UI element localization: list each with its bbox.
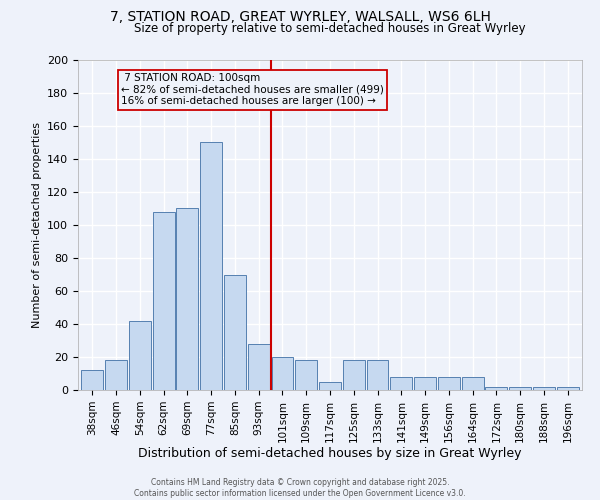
Text: 7 STATION ROAD: 100sqm
← 82% of semi-detached houses are smaller (499)
16% of se: 7 STATION ROAD: 100sqm ← 82% of semi-det… (121, 73, 383, 106)
Text: Contains HM Land Registry data © Crown copyright and database right 2025.
Contai: Contains HM Land Registry data © Crown c… (134, 478, 466, 498)
Title: Size of property relative to semi-detached houses in Great Wyrley: Size of property relative to semi-detach… (134, 22, 526, 35)
X-axis label: Distribution of semi-detached houses by size in Great Wyrley: Distribution of semi-detached houses by … (138, 448, 522, 460)
Bar (82, 370, 103, 390)
Y-axis label: Number of semi-detached properties: Number of semi-detached properties (32, 122, 41, 328)
Bar (224, 274, 246, 390)
Bar (438, 377, 460, 390)
Bar (152, 212, 175, 390)
Bar (462, 377, 484, 390)
Bar (509, 386, 531, 390)
Text: 7, STATION ROAD, GREAT WYRLEY, WALSALL, WS6 6LH: 7, STATION ROAD, GREAT WYRLEY, WALSALL, … (110, 10, 490, 24)
Bar (248, 344, 269, 390)
Bar (200, 142, 222, 390)
Bar (533, 386, 555, 390)
Bar (129, 320, 151, 390)
Bar (272, 357, 293, 390)
Bar (485, 386, 508, 390)
Bar (557, 386, 578, 390)
Bar (319, 382, 341, 390)
Bar (176, 208, 198, 390)
Bar (295, 360, 317, 390)
Bar (414, 377, 436, 390)
Bar (105, 360, 127, 390)
Bar (367, 360, 388, 390)
Bar (391, 377, 412, 390)
Bar (343, 360, 365, 390)
